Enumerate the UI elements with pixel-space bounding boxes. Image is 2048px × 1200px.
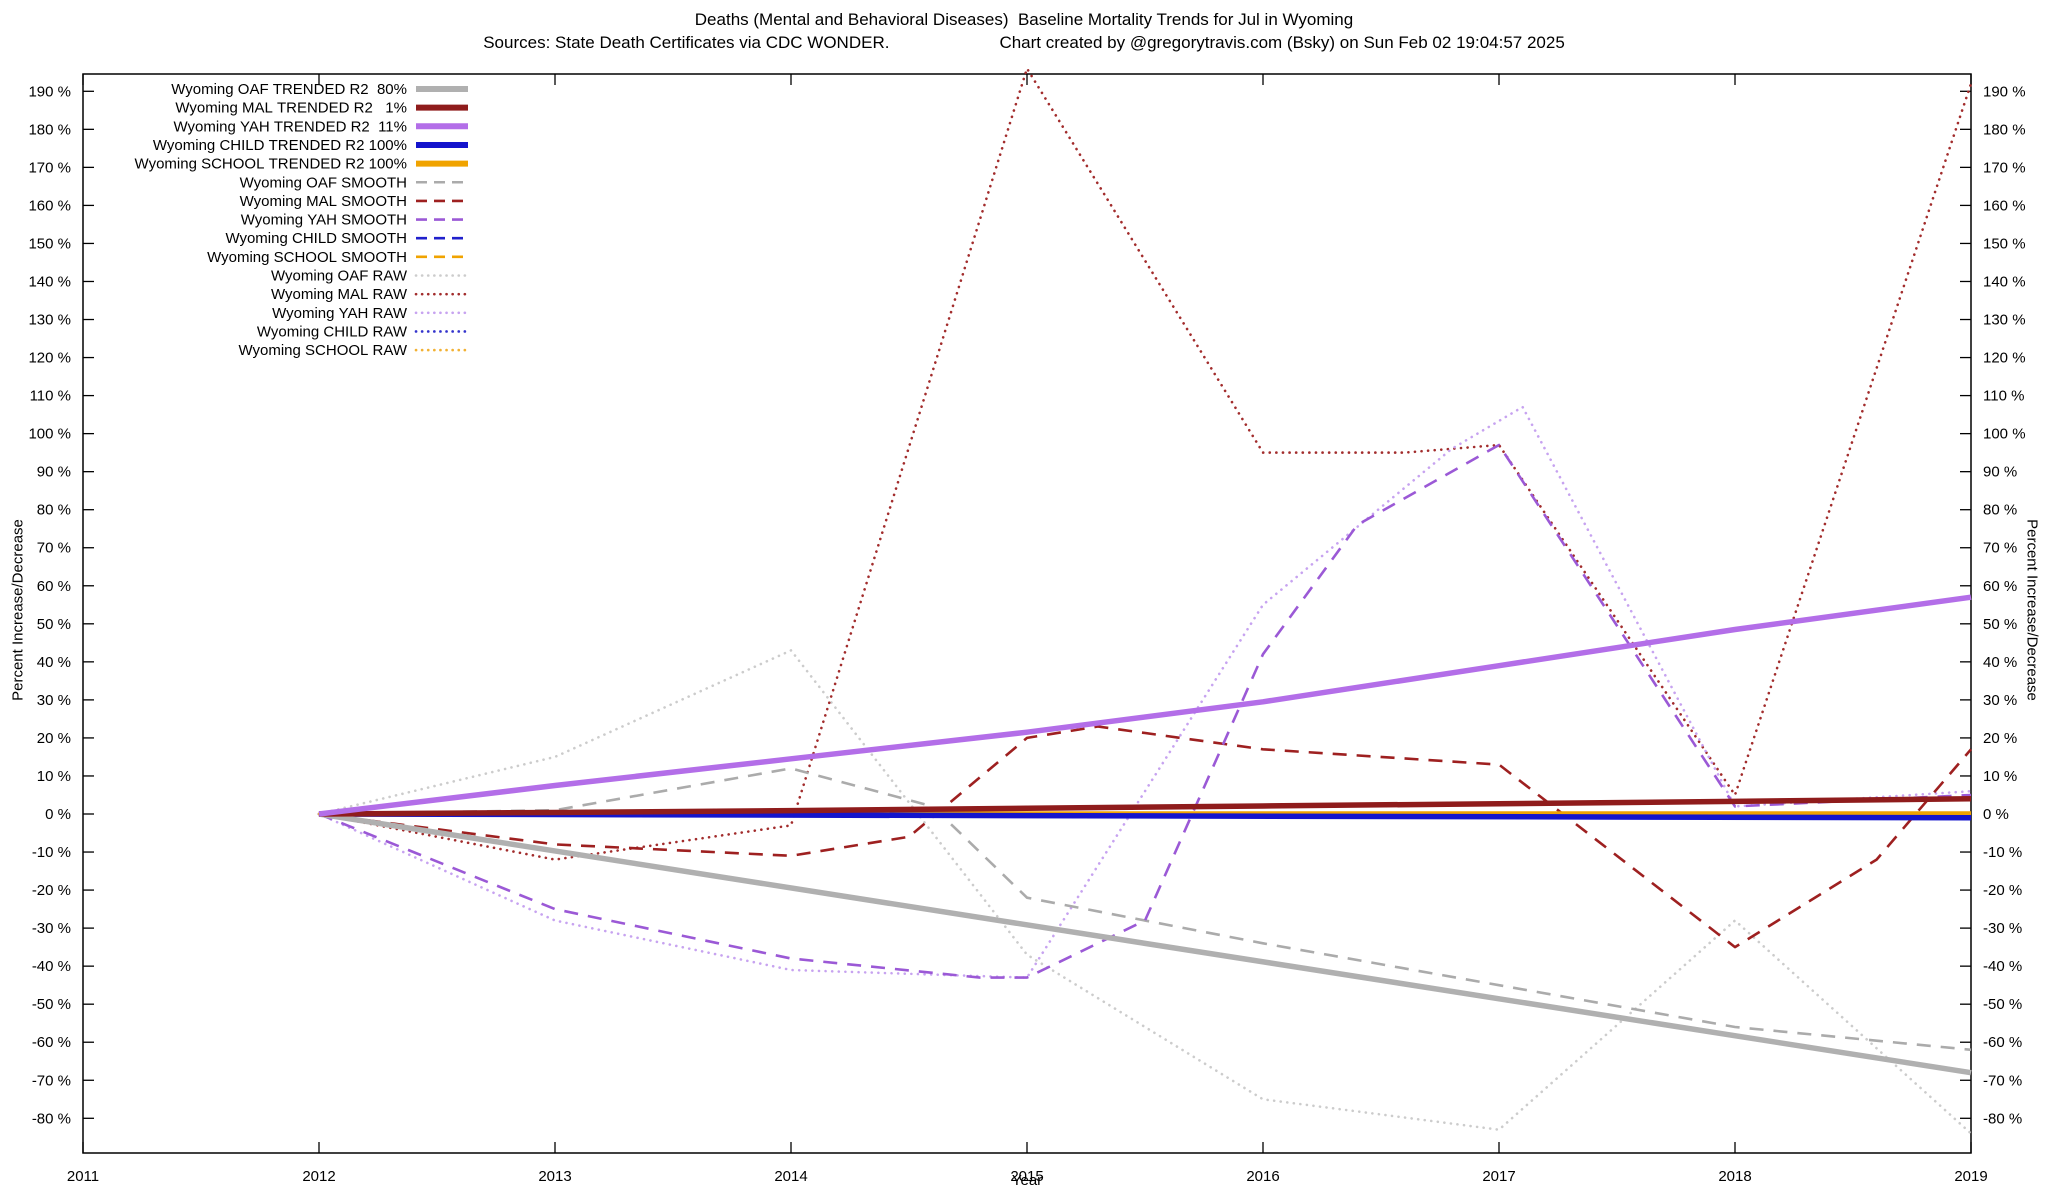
y-tick-label-right: -50 %: [1983, 996, 2022, 1013]
credit-text: Chart created by @gregorytravis.com (Bsk…: [999, 33, 1565, 52]
y-tick-label-left: -50 %: [32, 996, 71, 1013]
legend-label: Wyoming SCHOOL TRENDED R2 100%: [135, 156, 407, 173]
sources-text: Sources: State Death Certificates via CD…: [483, 33, 890, 52]
x-axis-label: Year: [1011, 1172, 1043, 1189]
y-tick-label-right: -10 %: [1983, 844, 2022, 861]
x-tick-label: 2016: [1246, 1168, 1279, 1185]
series-mal-raw: [317, 67, 1973, 861]
y-tick-label-left: 170 %: [28, 159, 71, 176]
series-mal-smooth: [318, 725, 1972, 949]
y-tick-label-right: -20 %: [1983, 882, 2022, 899]
series-yah-raw: [317, 405, 1973, 979]
y-tick-label-left: 40 %: [37, 654, 71, 671]
y-tick-label-right: 60 %: [1983, 578, 2017, 595]
y-tick-label-left: 180 %: [28, 121, 71, 138]
y-tick-label-right: 120 %: [1983, 350, 2026, 367]
y-tick-label-right: 100 %: [1983, 426, 2026, 443]
legend-label: Wyoming CHILD RAW: [257, 323, 408, 340]
y-tick-label-left: 20 %: [37, 730, 71, 747]
series-oaf-raw: [317, 649, 1973, 1135]
series-yah-trended: [318, 594, 1972, 817]
y-tick-label-left: -20 %: [32, 882, 71, 899]
series-oaf-smooth: [318, 767, 1972, 1052]
y-tick-label-right: 0 %: [1983, 806, 2009, 823]
y-tick-label-left: 30 %: [37, 692, 71, 709]
legend-label: Wyoming MAL RAW: [271, 286, 408, 303]
legend-label: Wyoming SCHOOL SMOOTH: [207, 249, 407, 266]
legend-label: Wyoming YAH TRENDED R2 11%: [173, 118, 407, 135]
series-mal-trended: [318, 796, 1972, 817]
y-tick-label-left: 80 %: [37, 502, 71, 519]
x-tick-label: 2018: [1718, 1168, 1751, 1185]
series-oaf-trended: [318, 811, 1972, 1076]
y-tick-label-left: -80 %: [32, 1110, 71, 1127]
legend-label: Wyoming MAL SMOOTH: [240, 193, 407, 210]
x-tick-label: 2017: [1482, 1168, 1515, 1185]
y-tick-label-right: 150 %: [1983, 235, 2026, 252]
y-tick-label-right: 170 %: [1983, 159, 2026, 176]
y-tick-label-left: 140 %: [28, 273, 71, 290]
y-tick-label-right: -70 %: [1983, 1072, 2022, 1089]
y-tick-label-right: -80 %: [1983, 1110, 2022, 1127]
y-tick-label-left: 50 %: [37, 616, 71, 633]
legend-label: Wyoming YAH RAW: [272, 305, 408, 322]
y-tick-label-left: 190 %: [28, 83, 71, 100]
y-tick-label-left: -10 %: [32, 844, 71, 861]
y-tick-label-left: 150 %: [28, 235, 71, 252]
y-tick-label-right: 180 %: [1983, 121, 2026, 138]
y-tick-label-left: 100 %: [28, 426, 71, 443]
y-tick-label-right: 110 %: [1983, 388, 2024, 405]
y-tick-label-right: 160 %: [1983, 197, 2026, 214]
legend-label: Wyoming OAF SMOOTH: [240, 174, 407, 191]
y-tick-label-right: 20 %: [1983, 730, 2017, 747]
y-tick-label-left: -40 %: [32, 958, 71, 975]
chart-subtitle: Sources: State Death Certificates via CD…: [0, 33, 2048, 53]
y-tick-label-right: 40 %: [1983, 654, 2017, 671]
y-tick-label-left: 130 %: [28, 312, 71, 329]
y-axis-label-left: Percent Increase/Decrease: [9, 519, 27, 701]
legend-label: Wyoming MAL TRENDED R2 1%: [175, 100, 407, 117]
y-tick-label-right: 50 %: [1983, 616, 2017, 633]
chart-title: Deaths (Mental and Behavioral Diseases) …: [694, 10, 1354, 29]
y-tick-label-left: 110 %: [30, 388, 71, 405]
y-axis-label-right: Percent Increase/Decrease: [2023, 519, 2041, 701]
y-tick-label-right: 70 %: [1983, 540, 2017, 557]
y-tick-label-left: -60 %: [32, 1034, 71, 1051]
y-tick-label-left: 60 %: [37, 578, 71, 595]
y-tick-label-left: 10 %: [37, 768, 71, 785]
legend-label: Wyoming OAF TRENDED R2 80%: [171, 81, 407, 98]
y-tick-label-right: -30 %: [1983, 920, 2022, 937]
legend-label: Wyoming CHILD TRENDED R2 100%: [153, 137, 407, 154]
y-tick-label-right: 90 %: [1983, 464, 2017, 481]
y-tick-label-right: 30 %: [1983, 692, 2017, 709]
legend: Wyoming OAF TRENDED R2 80% Wyoming MAL TR…: [135, 81, 470, 359]
y-tick-label-right: 80 %: [1983, 502, 2017, 519]
series-yah-smooth: [318, 443, 1972, 979]
y-tick-label-left: 0 %: [45, 806, 71, 823]
y-tick-label-right: -40 %: [1983, 958, 2022, 975]
y-tick-label-right: 190 %: [1983, 83, 2026, 100]
x-tick-label: 2012: [302, 1168, 335, 1185]
y-tick-label-right: 10 %: [1983, 768, 2017, 785]
x-tick-label: 2011: [67, 1168, 99, 1185]
y-tick-label-right: 130 %: [1983, 312, 2026, 329]
y-tick-label-left: -30 %: [32, 920, 71, 937]
y-tick-label-right: 140 %: [1983, 273, 2026, 290]
y-tick-label-left: 70 %: [37, 540, 71, 557]
y-tick-label-left: -70 %: [32, 1072, 71, 1089]
x-tick-label: 2014: [774, 1168, 807, 1185]
x-tick-label: 2019: [1954, 1168, 1987, 1185]
y-tick-label-left: 90 %: [37, 464, 71, 481]
legend-label: Wyoming YAH SMOOTH: [241, 212, 407, 229]
legend-label: Wyoming SCHOOL RAW: [238, 342, 407, 359]
y-tick-label-left: 160 %: [28, 197, 71, 214]
y-tick-label-right: -60 %: [1983, 1034, 2022, 1051]
x-tick-label: 2015: [1010, 1168, 1043, 1185]
legend-label: Wyoming CHILD SMOOTH: [225, 230, 407, 247]
x-tick-label: 2013: [538, 1168, 571, 1185]
legend-label: Wyoming OAF RAW: [271, 268, 408, 285]
y-tick-label-left: 120 %: [28, 350, 71, 367]
